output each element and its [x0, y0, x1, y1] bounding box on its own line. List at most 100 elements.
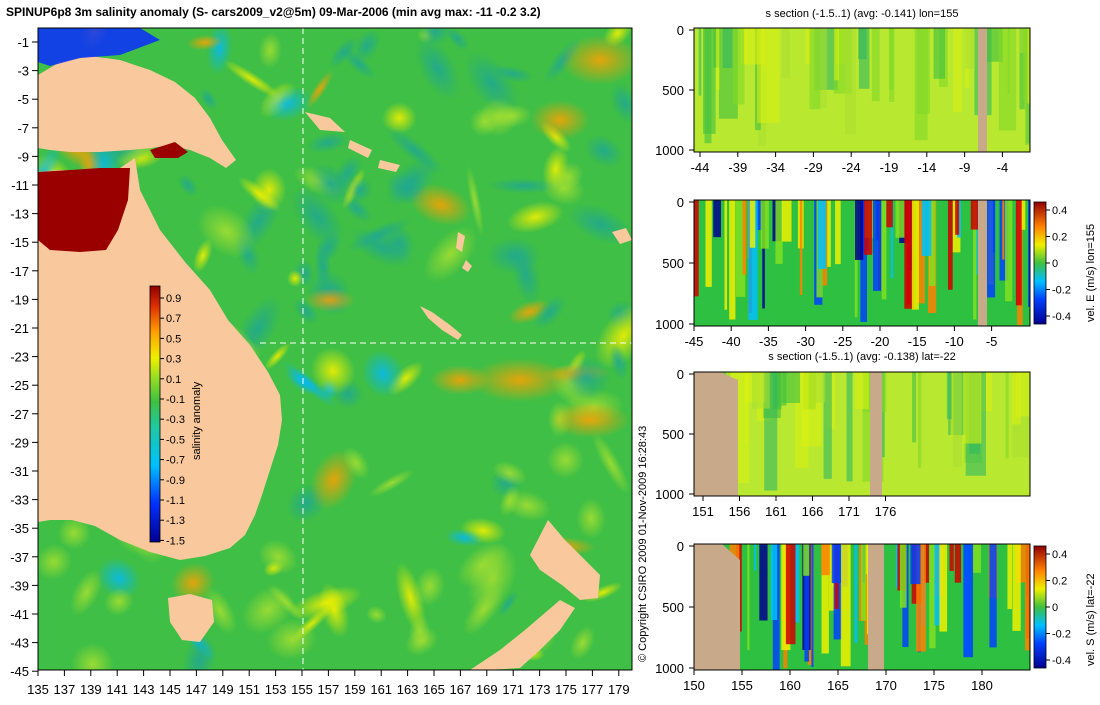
section-panel-2: 0 500 1000-45 -40 -35 -30 -25 -20 -15 -10 -5 0.4 0.2…: [655, 195, 1097, 349]
section-x-tick-label: 150: [683, 678, 705, 693]
section-colorbar-tick-label: 0.2: [1052, 232, 1067, 244]
map-x-tick-label: 179: [608, 682, 630, 697]
section-x-tick-label: 165: [827, 678, 849, 693]
section-stripe: [805, 28, 812, 65]
map-y-tick-label: -3: [17, 64, 29, 79]
vanuatu-islands: [456, 232, 472, 272]
eddy-patch: [570, 625, 596, 661]
section-x-tick-label: -10: [945, 334, 964, 349]
section-y-tick-label: 0: [677, 539, 684, 554]
eddy-patch: [609, 82, 632, 125]
section-stripe: [785, 544, 796, 645]
high-salinity-patch: [550, 402, 630, 438]
section-stripe: [821, 544, 830, 576]
map-y-tick-label: -15: [10, 235, 29, 250]
map-colorbar-label: salinity anomaly: [191, 381, 203, 460]
map-colorbar-tick-label: 0.7: [166, 313, 181, 325]
section-stripe: [782, 200, 792, 242]
eddy-patch: [266, 618, 318, 660]
section-stripe: [1005, 200, 1013, 302]
section-stripe: [803, 544, 810, 576]
section-stripe: [1012, 544, 1021, 631]
section-colorbar-tick-label: -0.4: [1052, 655, 1071, 667]
map-colorbar-tick-label: -1.1: [166, 495, 185, 507]
section-stripe: [1015, 200, 1022, 306]
section-stripe: [855, 372, 869, 410]
map-x-tick-label: 163: [397, 682, 419, 697]
eddy-patch: [258, 539, 298, 575]
eddy-patch: [222, 59, 282, 99]
section-stripe: [854, 544, 858, 643]
section-stripe: [827, 200, 831, 267]
section-x-tick-label: -4: [997, 160, 1009, 175]
section-stripe: [821, 544, 829, 654]
eddy-patch: [193, 239, 213, 273]
section-stripe: [1011, 372, 1021, 425]
fiji-islands: [612, 228, 632, 244]
eddy-patch: [608, 343, 629, 381]
section-stripe: [899, 544, 907, 608]
map-x-axis: 135 137 139 141 143 145 147 149 151 153 155 157 159 1…: [27, 670, 630, 697]
eddy-patch: [199, 87, 218, 111]
section-stripe: [929, 544, 936, 649]
map-y-tick-label: -31: [10, 464, 29, 479]
section-stripe: [845, 28, 856, 135]
eddy-patch: [533, 295, 566, 330]
section-stripe: [818, 200, 827, 269]
section-y-tick-label: 1000: [655, 143, 684, 158]
section-stripe: [916, 200, 926, 304]
section-stripe: [835, 200, 841, 265]
map-x-tick-label: 141: [106, 682, 128, 697]
map-x-tick-label: 147: [186, 682, 208, 697]
section-stripe: [911, 200, 919, 310]
map-y-tick-label: -29: [10, 435, 29, 450]
section-stripe: [760, 200, 769, 249]
section-stripe: [858, 28, 870, 89]
section-stripe: [910, 544, 921, 585]
map-colorbar-tick-label: -1.5: [166, 535, 185, 547]
section-panel-1: s section (-1.5..1) (avg: -0.141) lon=15…: [655, 8, 1031, 175]
map-x-tick-label: 173: [529, 682, 551, 697]
section-stripe: [873, 200, 882, 291]
map-x-tick-label: 153: [265, 682, 287, 697]
map-x-tick-label: 149: [212, 682, 234, 697]
eddy-patch: [542, 171, 586, 206]
map-colorbar-ticks: 0.9 0.7 0.5 0.3 0.1 -0.1 -0.3 -0.5 -0.7 -0.9 -1.1 -…: [160, 293, 185, 547]
map-colorbar-tick-label: -1.3: [166, 515, 185, 527]
section-stripe: [775, 200, 783, 264]
eddy-patch: [479, 97, 519, 137]
eddy-patch: [264, 342, 291, 371]
map-y-tick-label: -25: [10, 378, 29, 393]
section-x-tick-label: 166: [802, 504, 824, 519]
eddy-patch: [361, 349, 405, 398]
section-panel-4: 0 500 1000 150 155 160 165 170 175 180 0.4 0.2 0 -0.2…: [655, 539, 1097, 693]
section-stripe: [754, 544, 757, 571]
salinity-map: [38, 28, 632, 670]
eddy-patch: [57, 516, 91, 550]
section-stripe: [823, 372, 832, 479]
section-stripe: [846, 372, 853, 482]
eddy-patch: [561, 356, 611, 400]
section-stripe: [748, 200, 758, 320]
map-y-tick-label: -7: [17, 121, 29, 136]
new-guinea-landmass: [38, 56, 236, 168]
eddy-patch: [445, 28, 470, 51]
section-stripe: [949, 544, 954, 571]
eddy-patch: [576, 498, 606, 539]
section-stripe: [1019, 28, 1025, 110]
section-stripe: [1020, 200, 1026, 230]
eddy-patch: [506, 201, 564, 233]
eddy-patch: [289, 586, 362, 620]
section-stripe: [781, 28, 790, 79]
section-stripe: [912, 372, 917, 443]
section-field: [694, 544, 1030, 670]
section-stripe: [860, 200, 867, 322]
map-x-tick-label: 139: [80, 682, 102, 697]
section-stripe: [924, 544, 930, 583]
map-colorbar-tick-label: -0.5: [166, 434, 185, 446]
section-x-tick-label: -35: [759, 334, 778, 349]
section-y-tick-label: 500: [662, 600, 684, 615]
map-x-tick-label: 155: [291, 682, 313, 697]
section-stripe: [1022, 28, 1030, 100]
eddy-patch: [258, 32, 283, 69]
